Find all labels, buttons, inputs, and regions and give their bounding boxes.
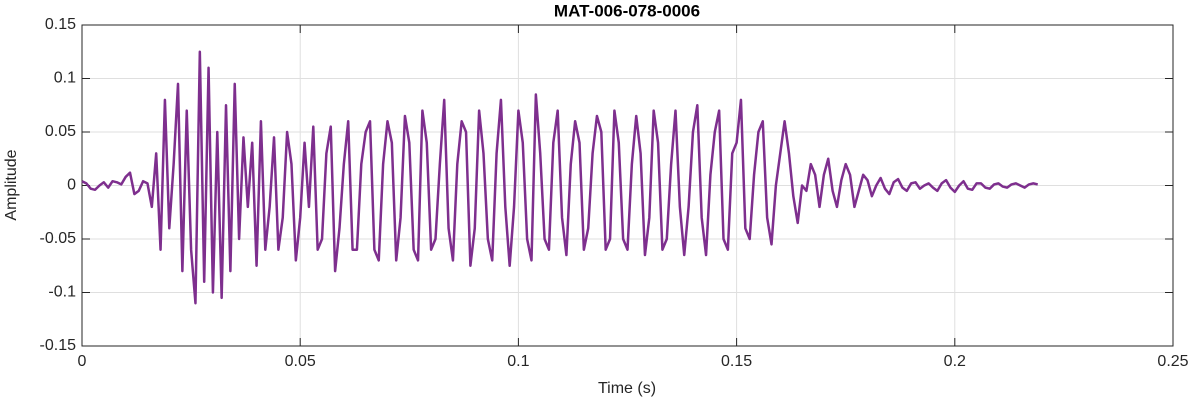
x-tick-label: 0.15 [721, 353, 752, 370]
chart-title: MAT-006-078-0006 [554, 1, 700, 20]
plot-box [81, 24, 1174, 347]
x-tick-label: 0.25 [1157, 353, 1188, 370]
x-tick-label: 0.05 [285, 353, 316, 370]
x-tick-label: 0.1 [507, 353, 529, 370]
y-tick-label: -0.1 [48, 284, 76, 301]
x-axis-label: Time (s) [598, 380, 656, 397]
y-axis-label: Amplitude [3, 149, 20, 220]
y-tick-label: -0.15 [40, 337, 77, 354]
x-tick-label: 0 [78, 353, 87, 370]
y-tick-label: 0.05 [45, 123, 76, 140]
y-tick-label: 0 [67, 177, 76, 194]
y-tick-label: 0.1 [54, 70, 76, 87]
y-tick-label: -0.05 [40, 230, 77, 247]
x-tick-label: 0.2 [944, 353, 966, 370]
y-tick-label: 0.15 [45, 16, 76, 33]
signal-line [81, 50, 1039, 305]
